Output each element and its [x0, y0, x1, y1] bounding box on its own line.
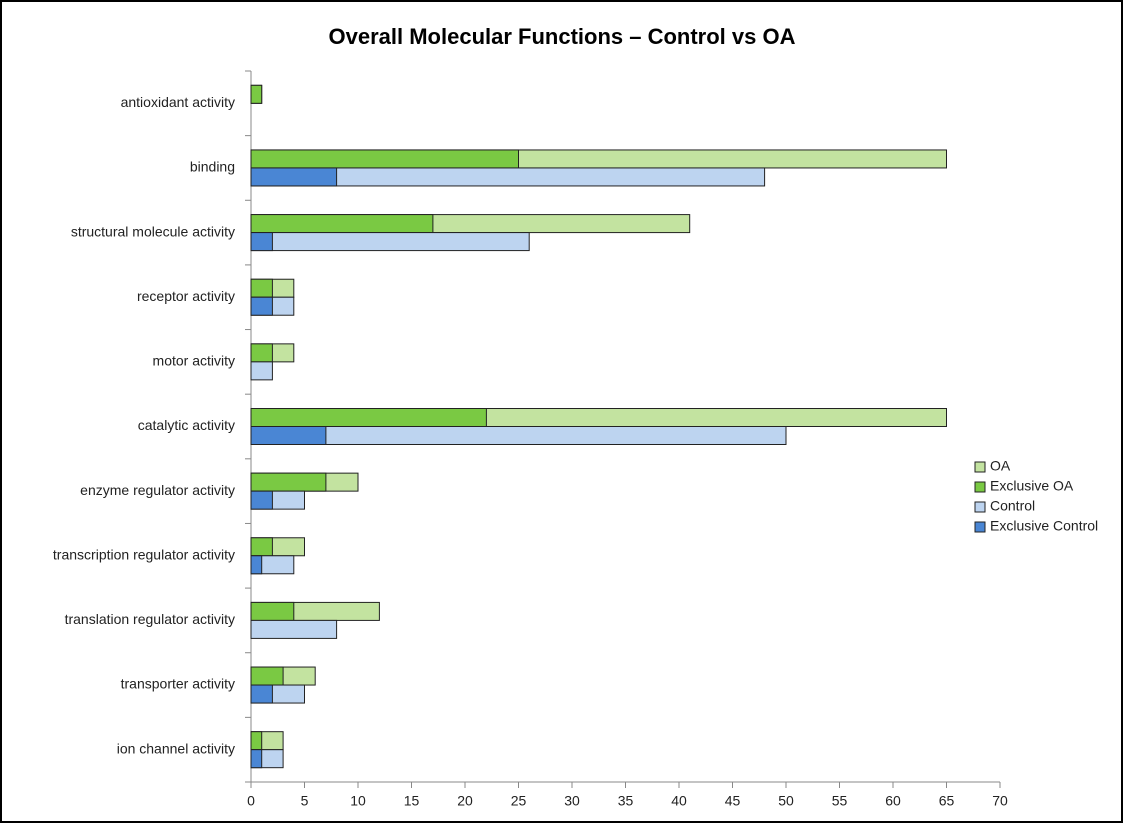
- bar: [250, 472, 327, 492]
- x-tick-label: 10: [350, 793, 366, 809]
- x-tick-label: 65: [939, 793, 955, 809]
- bar: [250, 232, 273, 252]
- legend-label: Exclusive OA: [990, 478, 1074, 494]
- chart-title: Overall Molecular Functions – Control vs…: [329, 24, 796, 49]
- y-tick-label: binding: [190, 159, 235, 175]
- bar: [250, 361, 273, 381]
- x-tick-label: 35: [618, 793, 634, 809]
- bar: [250, 84, 263, 104]
- x-tick-label: 5: [301, 793, 309, 809]
- y-tick-label: enzyme regulator activity: [80, 482, 235, 498]
- y-tick-label: antioxidant activity: [121, 94, 235, 110]
- bar: [250, 601, 295, 621]
- bar: [250, 343, 273, 363]
- legend-label: OA: [990, 458, 1011, 474]
- bar: [250, 555, 263, 575]
- bar: [250, 426, 327, 445]
- bar: [250, 149, 519, 169]
- x-tick-label: 25: [511, 793, 527, 809]
- y-tick-label: catalytic activity: [138, 417, 235, 433]
- bar: [250, 214, 434, 234]
- legend-label: Control: [990, 498, 1035, 514]
- bar: [250, 619, 338, 639]
- legend-swatch: [974, 481, 986, 493]
- x-tick-label: 45: [725, 793, 741, 809]
- y-tick-label: ion channel activity: [117, 740, 235, 756]
- bar: [250, 666, 284, 686]
- bar: [250, 731, 263, 751]
- bar: [250, 537, 273, 557]
- x-tick-label: 40: [671, 793, 687, 809]
- bar: [250, 167, 338, 187]
- x-tick-label: 20: [457, 793, 473, 809]
- bar: [250, 684, 273, 704]
- x-tick-label: 30: [564, 793, 580, 809]
- y-tick-label: receptor activity: [137, 288, 235, 304]
- y-tick-label: structural molecule activity: [71, 223, 235, 239]
- y-tick-label: translation regulator activity: [65, 611, 235, 627]
- bar: [250, 278, 273, 298]
- x-tick-label: 55: [832, 793, 848, 809]
- x-tick-label: 60: [885, 793, 901, 809]
- legend-swatch: [974, 521, 986, 533]
- bar: [250, 408, 487, 427]
- x-tick-label: 15: [404, 793, 420, 809]
- x-tick-label: 0: [247, 793, 255, 809]
- bar: [250, 490, 273, 510]
- bar: [250, 426, 787, 445]
- legend-swatch: [974, 501, 986, 513]
- bar: [250, 296, 273, 316]
- y-tick-label: transporter activity: [121, 676, 235, 692]
- legend-swatch: [974, 461, 986, 473]
- bar: [250, 232, 530, 252]
- y-tick-label: motor activity: [153, 353, 235, 369]
- y-tick-label: transcription regulator activity: [53, 546, 235, 562]
- bar: [250, 749, 263, 769]
- x-tick-label: 70: [992, 793, 1008, 809]
- x-tick-label: 50: [778, 793, 794, 809]
- legend-label: Exclusive Control: [990, 518, 1098, 534]
